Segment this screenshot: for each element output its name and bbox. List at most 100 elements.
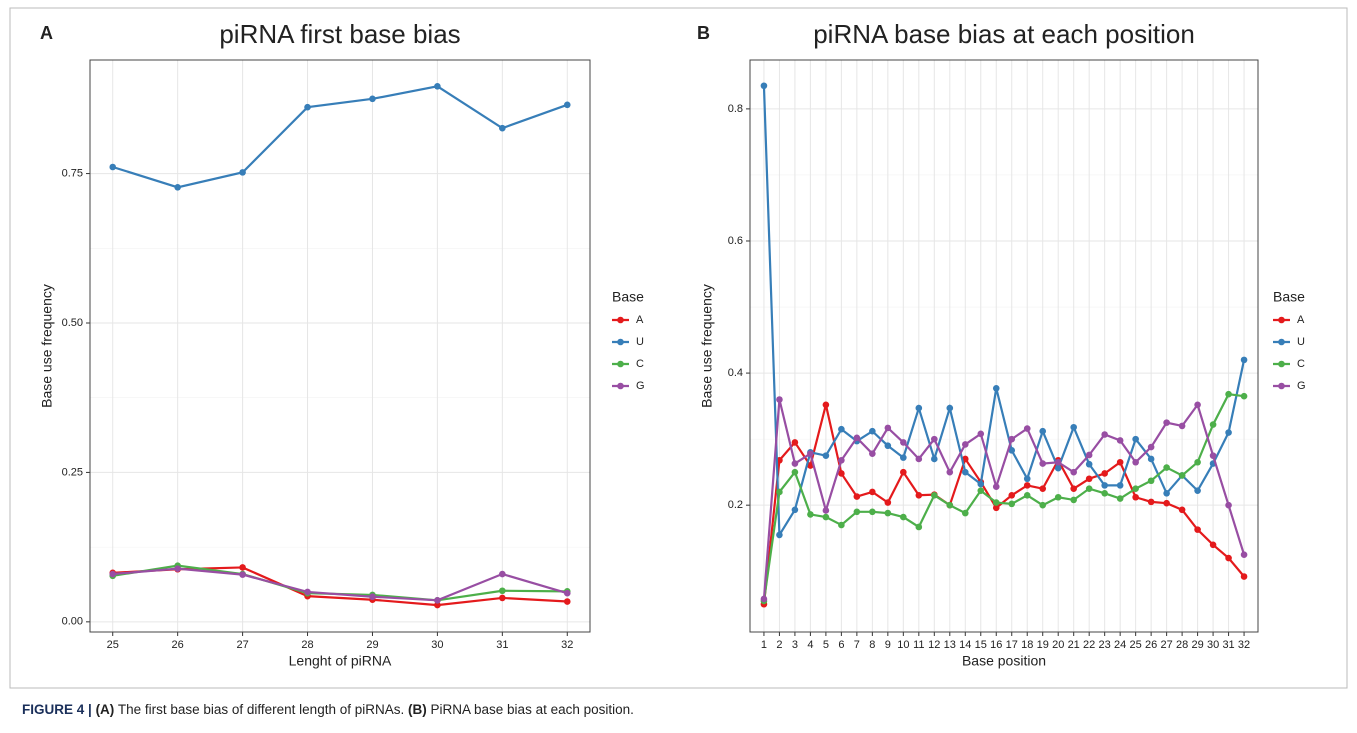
point (1008, 491, 1016, 499)
x-tick-label: 29 (1191, 639, 1203, 651)
point (434, 82, 441, 90)
point (791, 439, 799, 446)
point (961, 468, 969, 476)
x-tick-label: 27 (1160, 639, 1172, 651)
point (239, 571, 246, 578)
point (992, 504, 1000, 512)
point (499, 124, 506, 132)
y-tick-label: 0.4 (728, 367, 743, 379)
point (1240, 573, 1248, 580)
point (807, 462, 814, 469)
legend-dot (1278, 382, 1285, 390)
point (822, 452, 830, 459)
x-tick-label: 7 (854, 639, 860, 651)
panel-letter: B (697, 23, 710, 43)
x-tick-label: 22 (1083, 639, 1095, 651)
y-axis-label: Base use frequency (699, 284, 715, 408)
legend-dot (617, 338, 624, 346)
point (1178, 422, 1186, 430)
point (1101, 482, 1108, 489)
point (1054, 458, 1062, 466)
x-tick-label: 25 (1130, 639, 1142, 651)
point (1225, 501, 1232, 509)
chart-title: piRNA base bias at each position (813, 19, 1195, 49)
point (760, 82, 768, 90)
point (992, 483, 1000, 490)
point (776, 531, 783, 539)
point (1147, 443, 1155, 451)
x-tick-label: 10 (897, 639, 909, 651)
point (900, 468, 907, 476)
legend-dot (1278, 338, 1285, 346)
x-tick-label: 18 (1021, 639, 1033, 651)
x-tick-label: 25 (107, 639, 119, 651)
x-tick-label: 8 (869, 639, 875, 651)
x-tick-label: 4 (807, 639, 813, 651)
point (1132, 435, 1139, 443)
point (109, 570, 117, 578)
figure-border (9, 7, 1348, 689)
point (1070, 496, 1077, 504)
point (807, 450, 814, 457)
legend-label: G (636, 380, 645, 392)
point (822, 513, 830, 521)
x-tick-label: 2 (776, 639, 782, 651)
y-tick-label: 0.00 (62, 616, 83, 628)
point (174, 565, 181, 572)
legend-dot (617, 316, 624, 324)
point (1178, 472, 1186, 479)
point (1023, 482, 1031, 489)
point (961, 441, 969, 448)
x-tick-label: 13 (944, 639, 956, 651)
point (369, 593, 376, 601)
legend-title: Base (1273, 289, 1305, 305)
legend-label: A (1297, 314, 1305, 326)
chart-title: piRNA first base bias (219, 19, 460, 49)
point (1209, 541, 1217, 549)
point (1116, 437, 1124, 444)
caption: FIGURE 4 | (A) The first base bias of di… (22, 702, 634, 717)
point (822, 507, 830, 514)
point (1085, 451, 1093, 459)
x-tick-label: 23 (1099, 639, 1111, 651)
x-tick-label: 24 (1114, 639, 1126, 651)
point (1116, 458, 1124, 466)
series-line (112, 567, 568, 602)
point (1163, 499, 1170, 507)
y-tick-label: 0.25 (62, 466, 83, 478)
x-tick-label: 12 (928, 639, 940, 651)
point (239, 169, 246, 176)
legend-label: U (636, 336, 644, 348)
point (776, 488, 783, 496)
y-tick-label: 0.2 (728, 499, 743, 511)
point (946, 501, 954, 509)
point (499, 587, 506, 595)
point (838, 456, 845, 464)
point (434, 597, 441, 604)
point (1240, 551, 1248, 559)
x-tick-label: 17 (1006, 639, 1018, 651)
x-tick-label: 31 (1222, 639, 1234, 651)
point (869, 488, 876, 496)
point (1147, 455, 1155, 463)
point (931, 491, 938, 499)
point (853, 493, 861, 500)
point (822, 401, 830, 409)
x-tick-label: 26 (172, 639, 184, 651)
y-axis-label: Base use frequency (39, 284, 55, 408)
plot-border (749, 59, 1259, 633)
point (977, 480, 985, 488)
y-tick-label: 0.8 (728, 103, 743, 115)
x-tick-label: 28 (1176, 639, 1188, 651)
point (1008, 500, 1016, 508)
point (1147, 498, 1155, 506)
point (499, 570, 506, 578)
point (1194, 401, 1201, 409)
point (869, 427, 876, 435)
point (884, 442, 892, 450)
x-tick-label: 6 (838, 639, 844, 651)
point (915, 455, 923, 463)
panel-letter: A (40, 23, 53, 43)
